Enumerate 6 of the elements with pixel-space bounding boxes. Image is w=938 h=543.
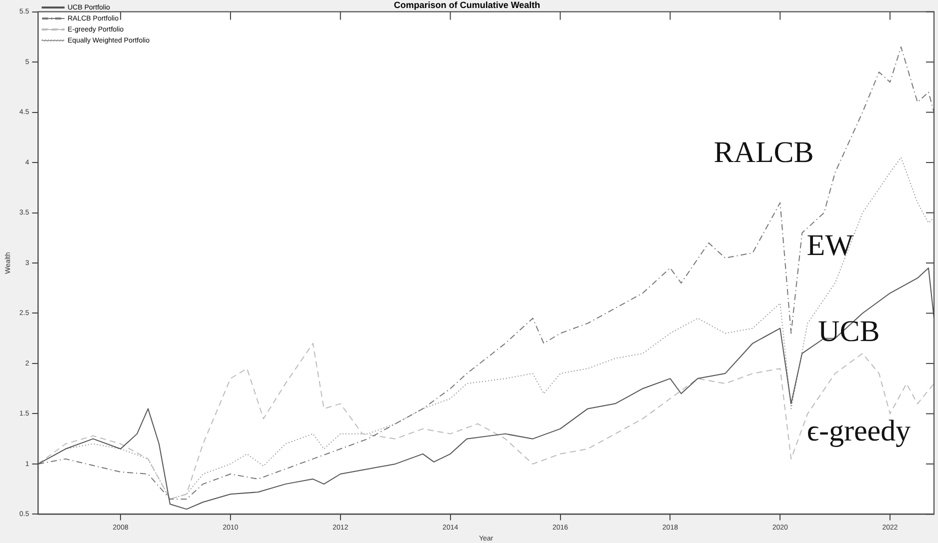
line-series (38, 46, 934, 500)
annotation: EW (806, 228, 854, 262)
annotation: ϵ-greedy (806, 414, 911, 448)
chart-title: Comparison of Cumulative Wealth (394, 0, 540, 10)
line-series (38, 342, 934, 500)
annotation: RALCB (714, 136, 814, 169)
